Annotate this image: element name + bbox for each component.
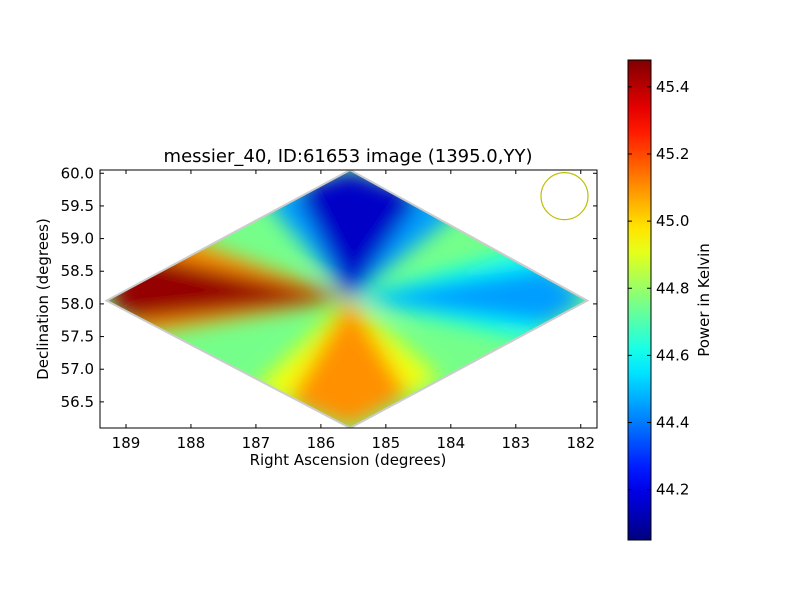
colorbar-axis: 44.2 44.4 44.6 44.8 45.0 45.2 45.4 — [628, 78, 689, 499]
x-tick-label: 182 — [566, 434, 595, 452]
y-tick-label: 58.0 — [61, 295, 94, 313]
footprint-outline — [104, 170, 590, 428]
lobe-right-peak — [350, 266, 588, 325]
y-tick-label: 57.5 — [61, 328, 94, 346]
colorbar-tick-label: 44.8 — [656, 279, 689, 297]
y-tick-label: 60.0 — [61, 164, 94, 182]
colorbar-tick-label: 44.6 — [656, 346, 689, 364]
colorbar-tick-label: 45.2 — [656, 145, 689, 163]
x-tick-label: 184 — [437, 434, 466, 452]
chart-title: messier_40, ID:61653 image (1395.0,YY) — [164, 146, 533, 167]
colorbar — [627, 59, 652, 541]
heatmap-image — [106, 170, 588, 428]
lobe-top-peak — [294, 170, 422, 299]
y-tick-label: 59.5 — [61, 197, 94, 215]
y-tick-label: 59.0 — [61, 230, 94, 248]
beam-marker — [540, 172, 589, 221]
y-tick-label: 58.5 — [61, 262, 94, 280]
x-tick-label: 183 — [501, 434, 530, 452]
x-tick-label: 187 — [242, 434, 271, 452]
x-axis-label: Right Ascension (degrees) — [250, 451, 447, 469]
heatmap-lobes — [106, 170, 588, 428]
plot-frame — [99, 169, 598, 429]
colorbar-label: Power in Kelvin — [695, 243, 713, 357]
y-tick-label: 56.5 — [61, 393, 94, 411]
x-tick-label: 185 — [372, 434, 401, 452]
y-axis-label: Declination (degrees) — [34, 218, 52, 380]
x-tick-label: 188 — [177, 434, 206, 452]
colorbar-tick-label: 45.4 — [656, 78, 689, 96]
colorbar-tick-label: 44.4 — [656, 414, 689, 432]
y-axis: 56.5 57.0 57.5 58.0 58.5 59.0 59.5 60.0 — [61, 164, 597, 411]
plot-area — [104, 170, 590, 428]
x-axis: 189 188 187 186 185 184 183 182 — [112, 170, 595, 452]
x-tick-label: 189 — [112, 434, 141, 452]
lobe-bottom-peak — [288, 298, 409, 428]
colorbar-tick-label: 45.0 — [656, 212, 689, 230]
colorbar-tick-label: 44.2 — [656, 481, 689, 499]
x-tick-label: 186 — [307, 434, 336, 452]
y-tick-label: 57.0 — [61, 360, 94, 378]
